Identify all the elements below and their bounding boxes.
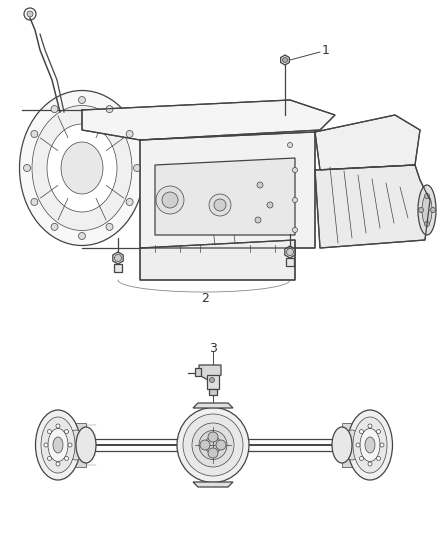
Circle shape [293,228,297,232]
Ellipse shape [214,199,226,211]
Ellipse shape [353,417,387,473]
Ellipse shape [48,429,68,462]
Ellipse shape [347,410,392,480]
Ellipse shape [20,91,145,246]
Bar [207,375,219,389]
Bar [286,258,294,266]
Polygon shape [193,403,233,408]
Ellipse shape [192,423,234,467]
Circle shape [64,456,68,461]
Ellipse shape [67,430,85,460]
Polygon shape [199,365,221,380]
Polygon shape [155,158,295,235]
Ellipse shape [32,106,132,230]
Circle shape [31,131,38,138]
Circle shape [208,448,218,458]
Ellipse shape [162,192,178,208]
Text: 1: 1 [322,44,330,58]
Circle shape [126,131,133,138]
Circle shape [31,198,38,206]
Bar [195,368,201,376]
Circle shape [134,165,141,172]
Text: 3: 3 [209,342,217,354]
Circle shape [431,207,435,213]
Bar [358,438,366,452]
Ellipse shape [35,410,81,480]
Circle shape [287,142,293,148]
Circle shape [47,456,52,461]
Ellipse shape [422,195,432,225]
Bar [209,389,217,395]
Ellipse shape [418,185,436,235]
Circle shape [24,165,31,172]
Circle shape [114,254,121,262]
Circle shape [356,443,360,447]
Circle shape [216,440,226,450]
Polygon shape [140,132,315,248]
Circle shape [78,96,85,103]
Circle shape [51,106,58,112]
Circle shape [47,430,52,433]
Polygon shape [82,100,335,140]
Circle shape [418,207,424,213]
Circle shape [68,443,72,447]
Polygon shape [342,423,355,467]
Ellipse shape [205,437,221,454]
Circle shape [360,456,364,461]
Ellipse shape [199,431,227,459]
Ellipse shape [47,124,117,212]
Circle shape [51,223,58,230]
Ellipse shape [76,427,96,463]
Ellipse shape [360,429,380,462]
Circle shape [380,443,384,447]
Ellipse shape [41,417,75,473]
Polygon shape [73,423,86,467]
Circle shape [56,424,60,428]
Polygon shape [315,115,420,170]
Circle shape [209,377,215,383]
Ellipse shape [183,414,243,476]
Ellipse shape [156,186,184,214]
Polygon shape [140,240,295,280]
Circle shape [424,193,430,198]
Polygon shape [285,246,295,258]
Ellipse shape [177,408,249,482]
Polygon shape [193,482,233,487]
Text: 2: 2 [201,292,209,304]
Circle shape [106,223,113,230]
Bar [114,264,122,272]
Circle shape [267,202,273,208]
Circle shape [257,182,263,188]
Circle shape [24,8,36,20]
Circle shape [106,106,113,112]
Polygon shape [113,252,123,264]
Circle shape [377,430,381,433]
Ellipse shape [61,142,103,194]
Circle shape [368,424,372,428]
Circle shape [377,456,381,461]
Circle shape [27,11,33,17]
Polygon shape [315,165,430,248]
Circle shape [200,440,210,450]
Circle shape [293,198,297,203]
Circle shape [208,432,218,442]
Ellipse shape [343,430,361,460]
Circle shape [424,222,430,227]
Circle shape [126,198,133,206]
Ellipse shape [209,194,231,216]
Circle shape [64,430,68,433]
Circle shape [360,430,364,433]
Circle shape [255,217,261,223]
Circle shape [44,443,48,447]
Ellipse shape [53,437,63,453]
Circle shape [283,58,287,62]
Circle shape [293,167,297,173]
Ellipse shape [332,427,352,463]
Circle shape [368,462,372,466]
Circle shape [78,232,85,239]
Polygon shape [281,55,290,65]
Circle shape [56,462,60,466]
Circle shape [286,248,293,255]
Ellipse shape [365,437,375,453]
